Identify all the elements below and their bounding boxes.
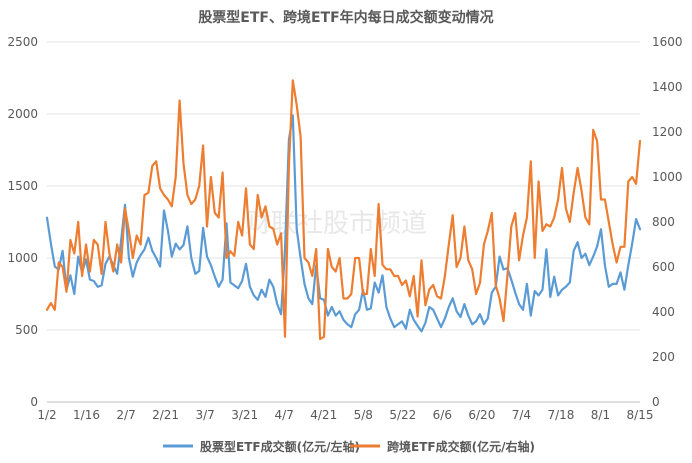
series-lines: [45, 79, 642, 341]
x-axis-tick-label: 5/22: [389, 408, 416, 422]
x-axis-tick-label: 4/7: [275, 408, 294, 422]
series-line-stock-etf: [45, 114, 642, 333]
series-line-cross-border-etf: [45, 79, 642, 341]
legend-label-stock-etf: 股票型ETF成交额(亿元/左轴): [200, 439, 360, 454]
x-axis-tick-label: 5/8: [354, 408, 373, 422]
right-axis-tick-label: 800: [652, 215, 675, 229]
right-axis-tick-label: 1200: [652, 125, 683, 139]
x-axis-tick-label: 1/16: [73, 408, 100, 422]
watermark: 财联社股市频道: [245, 209, 427, 239]
x-axis-tick-label: 3/7: [195, 408, 214, 422]
x-axis-tick-label: 6/6: [433, 408, 452, 422]
right-axis-tick-label: 200: [652, 350, 675, 364]
right-axis-tick-label: 600: [652, 260, 675, 274]
left-axis-tick-label: 500: [15, 323, 38, 337]
x-axis-tick-label: 2/21: [152, 408, 179, 422]
x-axis-tick-label: 8/15: [627, 408, 654, 422]
legend: 股票型ETF成交额(亿元/左轴) 跨境ETF成交额(亿元/右轴): [163, 439, 535, 454]
right-axis-tick-label: 1400: [652, 80, 683, 94]
left-axis-tick-label: 2000: [7, 107, 38, 121]
left-axis-tick-label: 1000: [7, 251, 38, 265]
x-axis-tick-label: 3/21: [231, 408, 258, 422]
x-axis-tick-label: 4/21: [310, 408, 337, 422]
legend-label-cross-border-etf: 跨境ETF成交额(亿元/右轴): [387, 439, 535, 454]
x-axis-tick-label: 7/4: [512, 408, 531, 422]
right-axis-tick-label: 0: [652, 395, 660, 409]
x-axis-tick-label: 6/20: [468, 408, 495, 422]
gridlines: [47, 41, 640, 403]
x-axis-tick-label: 2/7: [116, 408, 135, 422]
right-axis-ticks: 0 200 400 600 800 1000 1200 1400 1600: [652, 35, 683, 409]
chart-title: 股票型ETF、跨境ETF年内每日成交额变动情况: [198, 9, 493, 26]
x-axis-tick-label: 7/18: [547, 408, 574, 422]
left-axis-tick-label: 1500: [7, 179, 38, 193]
left-axis-tick-label: 2500: [7, 35, 38, 49]
right-axis-tick-label: 1000: [652, 170, 683, 184]
x-axis-ticks: 1/2 1/16 2/7 2/21 3/7 3/21 4/7 4/21 5/8 5/22 6/6 6/…: [37, 408, 653, 422]
x-axis-tick-label: 8/1: [591, 408, 610, 422]
right-axis-tick-label: 1600: [652, 35, 683, 49]
left-axis-tick-label: 0: [30, 395, 38, 409]
left-axis-ticks: 0 500 1000 1500 2000 2500: [7, 35, 38, 409]
right-axis-tick-label: 400: [652, 305, 675, 319]
x-axis-tick-label: 1/2: [37, 408, 56, 422]
